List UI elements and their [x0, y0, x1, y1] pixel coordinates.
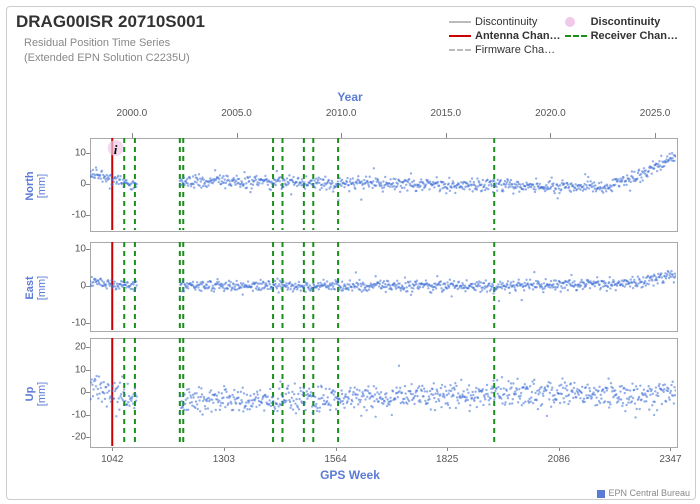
chart-subtitle: Residual Position Time Series (Extended …	[24, 36, 190, 66]
bottom-axis-tick: 2086	[548, 454, 570, 465]
legend-label: Firmware Cha…	[475, 44, 565, 58]
y-axis-label: North[mm]	[24, 166, 48, 206]
panel-up	[90, 338, 678, 448]
bottom-axis-tick: 1303	[213, 454, 235, 465]
legend-label: Discontinuity	[475, 16, 565, 30]
y-axis-tick: -20	[58, 432, 86, 443]
y-axis-tick: 10	[58, 244, 86, 255]
bottom-axis-tick: 1042	[101, 454, 123, 465]
panel-east	[90, 242, 678, 332]
legend-swatch	[449, 21, 471, 23]
y-axis-label: Up[mm]	[24, 374, 48, 414]
top-axis-tick: 2005.0	[221, 108, 252, 119]
chart-title: DRAG00ISR 20710S001	[16, 12, 205, 32]
bottom-axis-tick: 1564	[324, 454, 346, 465]
footer-logo-icon	[597, 490, 605, 498]
y-axis-tick: -10	[58, 409, 86, 420]
legend-swatch	[565, 17, 575, 27]
legend-swatch	[565, 35, 587, 37]
y-axis-tick: 0	[58, 281, 86, 292]
info-icon[interactable]: i	[114, 142, 118, 158]
y-axis-tick: -10	[58, 209, 86, 220]
bottom-axis-tick: 2347	[659, 454, 681, 465]
top-axis-tick: 2015.0	[430, 108, 461, 119]
y-axis-label: East[mm]	[24, 268, 48, 308]
y-axis-tick: -10	[58, 317, 86, 328]
y-axis-tick: 0	[58, 387, 86, 398]
subtitle-line2: (Extended EPN Solution C2235U)	[24, 52, 190, 64]
top-axis-tick: 2020.0	[535, 108, 566, 119]
y-axis-tick: 0	[58, 179, 86, 190]
top-axis-label: Year	[0, 90, 700, 104]
panel-north	[90, 138, 678, 232]
footer-credit: EPN Central Bureau	[597, 488, 690, 498]
top-axis-tick: 2010.0	[326, 108, 357, 119]
bottom-axis-tick: 1825	[436, 454, 458, 465]
top-axis-tick: 2025.0	[640, 108, 671, 119]
y-axis-tick: 10	[58, 364, 86, 375]
legend-label: Discontinuity	[591, 16, 682, 30]
bottom-axis-label: GPS Week	[0, 468, 700, 482]
legend-swatch	[449, 49, 471, 51]
legend-label: Receiver Chan…	[591, 30, 682, 44]
legend-label: Antenna Chan…	[475, 30, 565, 44]
subtitle-line1: Residual Position Time Series	[24, 37, 170, 49]
legend: DiscontinuityDiscontinuityAntenna Chan…R…	[449, 16, 682, 58]
y-axis-tick: 20	[58, 342, 86, 353]
y-axis-tick: 10	[58, 148, 86, 159]
legend-swatch	[449, 35, 471, 37]
top-axis-tick: 2000.0	[117, 108, 148, 119]
